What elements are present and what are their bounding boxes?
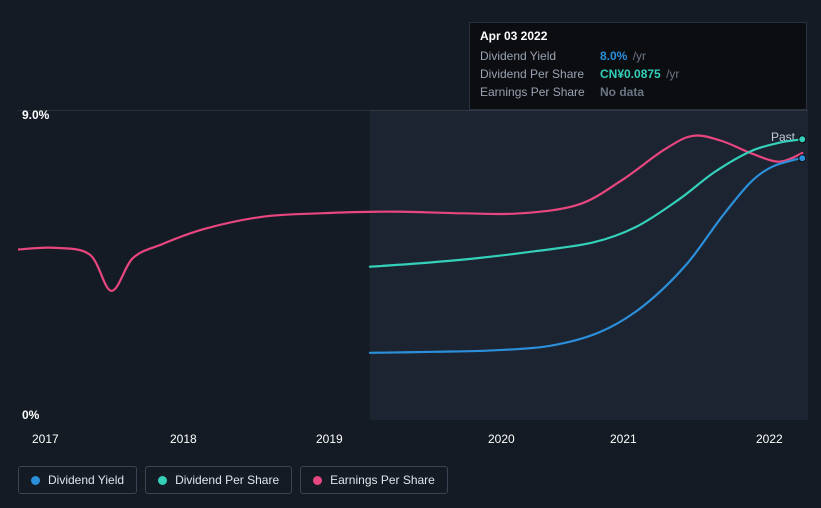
tooltip-value-cell: CN¥0.0875 /yr: [600, 65, 796, 83]
legend-item-dividend-yield[interactable]: Dividend Yield: [18, 466, 137, 494]
chart-tooltip: Apr 03 2022 Dividend Yield 8.0% /yr Divi…: [469, 22, 807, 110]
tooltip-title: Apr 03 2022: [480, 29, 796, 43]
x-axis-tick-label: 2020: [488, 432, 515, 446]
x-axis-tick-label: 2019: [316, 432, 343, 446]
tooltip-row: Dividend Per Share CN¥0.0875 /yr: [480, 65, 796, 83]
legend-dot: [313, 476, 322, 485]
legend-item-earnings-per-share[interactable]: Earnings Per Share: [300, 466, 448, 494]
chart-plot[interactable]: [18, 110, 808, 420]
tooltip-row: Earnings Per Share No data: [480, 83, 796, 101]
tooltip-unit: /yr: [666, 67, 679, 81]
chart-container: Apr 03 2022 Dividend Yield 8.0% /yr Divi…: [0, 0, 821, 508]
x-axis-tick-label: 2017: [32, 432, 59, 446]
tooltip-row: Dividend Yield 8.0% /yr: [480, 47, 796, 65]
legend-label: Earnings Per Share: [330, 473, 435, 487]
tooltip-value: No data: [600, 85, 644, 99]
tooltip-table: Dividend Yield 8.0% /yr Dividend Per Sha…: [480, 47, 796, 101]
x-axis-tick-label: 2018: [170, 432, 197, 446]
legend-dot: [158, 476, 167, 485]
legend-label: Dividend Per Share: [175, 473, 279, 487]
tooltip-key: Dividend Per Share: [480, 65, 600, 83]
tooltip-value: 8.0%: [600, 49, 627, 63]
legend-dot: [31, 476, 40, 485]
tooltip-value-cell: No data: [600, 83, 796, 101]
tooltip-key: Earnings Per Share: [480, 83, 600, 101]
legend: Dividend Yield Dividend Per Share Earnin…: [18, 466, 448, 494]
legend-item-dividend-per-share[interactable]: Dividend Per Share: [145, 466, 292, 494]
x-axis-tick-label: 2022: [756, 432, 783, 446]
tooltip-key: Dividend Yield: [480, 47, 600, 65]
tooltip-unit: /yr: [633, 49, 646, 63]
x-axis-tick-label: 2021: [610, 432, 637, 446]
legend-label: Dividend Yield: [48, 473, 124, 487]
tooltip-value-cell: 8.0% /yr: [600, 47, 796, 65]
tooltip-value: CN¥0.0875: [600, 67, 661, 81]
